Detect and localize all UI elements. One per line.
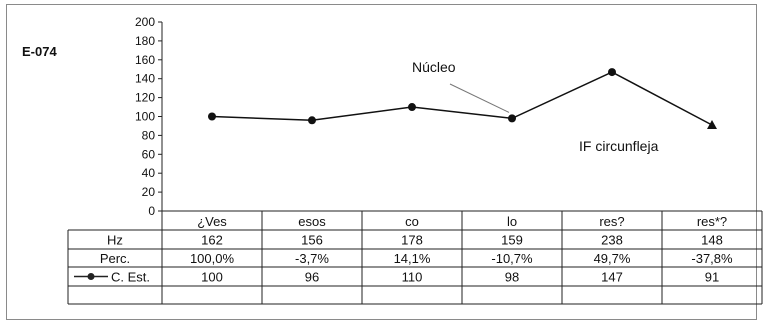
x-category-label: res*? — [697, 214, 727, 229]
series-line-path — [211, 71, 713, 126]
annotation-nucleo: Núcleo — [412, 59, 456, 75]
table-cell: 159 — [501, 233, 523, 248]
annotation-if-circunfleja: IF circunfleja — [579, 138, 659, 154]
data-table: Hz 162 156 178 159 238 148 Perc. 100,0% -3,7% 14,1… — [74, 233, 733, 285]
annotations: Núcleo IF circunfleja — [412, 59, 659, 154]
table-cell: 156 — [301, 233, 323, 248]
x-category-label: ¿Ves — [197, 214, 227, 229]
y-tick-label: 80 — [142, 128, 156, 142]
table-grid — [67, 210, 763, 305]
table-cell: 238 — [601, 233, 623, 248]
x-category-label: lo — [507, 214, 517, 229]
table-cell: -10,7% — [491, 251, 533, 266]
table-cell: 98 — [505, 270, 519, 285]
x-category-label: res? — [599, 214, 624, 229]
table-cell: 96 — [305, 270, 319, 285]
series-line — [208, 68, 717, 130]
table-cell: 100,0% — [190, 251, 235, 266]
data-point — [208, 112, 216, 121]
row-label: Perc. — [100, 251, 130, 266]
y-tick-label: 200 — [135, 15, 155, 29]
annotation-pointer — [449, 83, 510, 113]
row-label: Hz — [107, 233, 123, 248]
table-cell: 14,1% — [394, 251, 431, 266]
table-cell: 148 — [701, 233, 723, 248]
table-cell: 147 — [601, 270, 623, 285]
y-tick-label: 140 — [135, 72, 155, 86]
y-tick-label: 20 — [142, 185, 156, 199]
table-cell: 91 — [705, 270, 719, 285]
table-cell: 100 — [201, 270, 223, 285]
x-category-label: co — [405, 214, 419, 229]
data-point — [707, 120, 717, 130]
legend-label: C. Est. — [111, 270, 150, 285]
table-cell: -37,8% — [691, 251, 733, 266]
data-point — [308, 116, 316, 125]
y-tick-label: 180 — [135, 34, 155, 48]
y-tick-label: 160 — [135, 53, 155, 67]
x-category-label: esos — [298, 214, 326, 229]
y-tick-label: 0 — [148, 204, 155, 218]
table-cell: 178 — [401, 233, 423, 248]
data-point — [608, 68, 616, 77]
y-axis: 0 20 40 60 80 100 120 140 160 180 200 — [135, 15, 163, 218]
category-labels: ¿Ves esos co lo res? res*? — [197, 214, 727, 229]
y-tick-label: 60 — [142, 147, 156, 161]
panel-label: E-074 — [22, 44, 57, 59]
data-point — [408, 103, 416, 112]
y-tick-label: 120 — [135, 91, 155, 105]
table-cell: 49,7% — [594, 251, 631, 266]
y-tick-label: 100 — [135, 110, 155, 124]
data-point — [508, 114, 516, 123]
table-cell: -3,7% — [295, 251, 329, 266]
table-cell: 162 — [201, 233, 223, 248]
legend-marker — [87, 273, 95, 280]
y-tick-label: 40 — [142, 166, 156, 180]
table-cell: 110 — [402, 270, 423, 285]
